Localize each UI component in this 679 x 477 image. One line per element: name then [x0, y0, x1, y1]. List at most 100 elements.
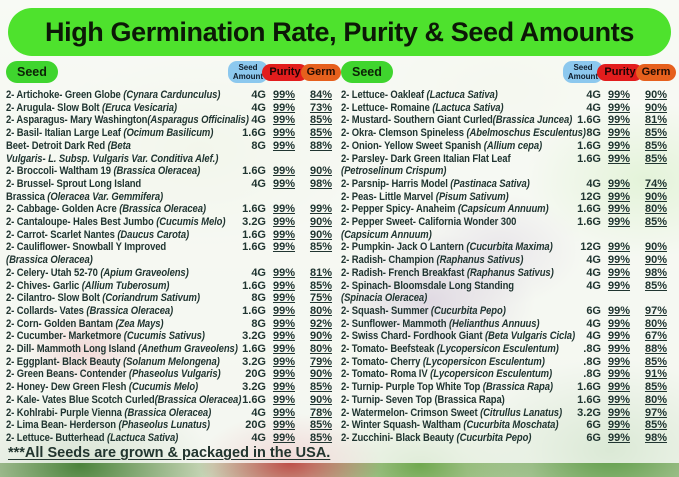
- seed-name: 2- Swiss Chard- Fordhook Giant (Beta Vul…: [341, 330, 575, 343]
- seed-name: 2- Cucumber- Marketmore (Cucumis Sativus…: [6, 330, 234, 343]
- purity-value: 99%: [607, 152, 631, 165]
- seed-amount-header-badge: Seed Amount: [563, 60, 603, 84]
- germ-value: 85%: [644, 419, 668, 432]
- seed-row: 2- Radish- French Breakfast (Raphanus Sa…: [341, 267, 675, 280]
- seed-amount-value: 1.6G: [242, 304, 266, 317]
- seed-name: 2- Artichoke- Green Globe (Cynara Cardun…: [6, 89, 234, 102]
- seed-name: 2- Green Beans- Contender (Phaseolus Vul…: [6, 368, 234, 381]
- purity-value: 99%: [607, 304, 631, 317]
- purity-value: 99%: [607, 127, 631, 140]
- seed-amount-value: 1.6G: [577, 114, 601, 127]
- seed-amount-value: 1.6G: [242, 203, 266, 216]
- purity-value: 99%: [607, 254, 631, 267]
- seed-row: 2- Corn- Golden Bantam (Zea Mays) 8G 99%…: [6, 318, 340, 331]
- seed-row: 2- Sunflower- Mammoth (Helianthus Annuus…: [341, 318, 675, 331]
- purity-value: 99%: [272, 279, 296, 292]
- seed-name: 2- Okra- Clemson Spineless (Abelmoschus …: [341, 127, 586, 140]
- seed-name: 2- Broccoli- Waltham 19 (Brassica Olerac…: [6, 165, 234, 178]
- seed-name-text: 2- Basil- Italian Large Leaf: [6, 127, 124, 140]
- seed-row: 2- Arugula- Slow Bolt (Eruca Vesicaria) …: [6, 102, 340, 115]
- purity-header-cell: Purity: [597, 63, 643, 81]
- purity-value: 99%: [607, 368, 631, 381]
- purity-value: 99%: [607, 216, 631, 229]
- seed-name: 2- Cantaloupe- Hales Best Jumbo (Cucumis…: [6, 216, 234, 229]
- seed-name-text: 2- Cabbage- Golden Acre: [6, 203, 120, 216]
- seed-row: 2- Chives- Garlic (Allium Tuberosum) 1.6…: [6, 280, 340, 293]
- seed-amount-value: .8G: [583, 368, 601, 381]
- purity-value: 99%: [272, 343, 296, 356]
- scientific-name-line2: (Capsicum Annuum): [341, 228, 432, 241]
- purity-value: 99%: [607, 330, 631, 343]
- germ-header-badge: Germ: [300, 63, 342, 81]
- scientific-name: (Beta Vulgaris Cicla): [484, 330, 576, 343]
- germ-value: 85%: [644, 216, 668, 229]
- seed-amount-value: 12G: [580, 190, 601, 203]
- seed-amount-value: 4G: [586, 254, 601, 267]
- germ-value: 90%: [644, 190, 668, 203]
- germ-value: 85%: [309, 241, 333, 254]
- seed-name-text: 2- Dill- Mammoth Long Island: [6, 343, 139, 356]
- seed-row: 2- Basil- Italian Large Leaf (Ocimum Bas…: [6, 127, 340, 140]
- seed-name: 2- Eggplant- Black Beauty (Solanum Melon…: [6, 356, 234, 369]
- purity-value: 99%: [272, 177, 296, 190]
- seed-name: 2- Celery- Utah 52-70 (Apium Graveolens): [6, 267, 234, 280]
- seed-name-text: 2- Asparagus- Mary Washington: [6, 114, 148, 127]
- seed-row: 2- Dill- Mammoth Long Island (Anethum Gr…: [6, 343, 340, 356]
- scientific-name: (Lactuca Sativa): [432, 101, 504, 114]
- seed-name: 2- Spinach- Bloomsdale Long Standing (Sp…: [341, 280, 569, 305]
- seed-row: 2- Pumpkin- Jack O Lantern (Cucurbita Ma…: [341, 241, 675, 254]
- scientific-name: (Raphanus Sativus): [436, 254, 524, 267]
- scientific-name: (Cucurbita Pepo): [456, 431, 532, 444]
- germ-value: 85%: [644, 152, 668, 165]
- seed-amount-value: 1.6G: [577, 139, 601, 152]
- germ-value: 80%: [644, 317, 668, 330]
- seed-row: 2- Tomato- Roma IV (Lycopersicon Esculen…: [341, 368, 675, 381]
- purity-value: 99%: [272, 355, 296, 368]
- scientific-name-line2: (Spinacia Oleracea): [341, 292, 428, 305]
- scientific-name: (Cucumis Sativus): [123, 330, 205, 343]
- purity-value: 99%: [607, 419, 631, 432]
- seed-row: 2- Pepper Sweet- California Wonder 300 (…: [341, 216, 675, 241]
- seed-amount-value: 4G: [586, 177, 601, 190]
- seed-row: 2- Swiss Chard- Fordhook Giant (Beta Vul…: [341, 330, 675, 343]
- seed-row: 2- Lettuce- Romaine (Lactuca Sativa) 4G …: [341, 102, 675, 115]
- scientific-name: (Abelmoschus Esculentus): [466, 127, 586, 140]
- seed-name-text: 2- Winter Squash- Waltham: [341, 419, 464, 432]
- seed-name-text-line2: Brassica: [6, 190, 48, 203]
- purity-value: 99%: [272, 317, 296, 330]
- seed-name: 2- Parsley- Dark Green Italian Flat Leaf…: [341, 153, 569, 178]
- germ-value: 80%: [644, 393, 668, 406]
- seed-rows-right: 2- Lettuce- Oakleaf (Lactuca Sativa) 4G …: [341, 89, 675, 445]
- germ-value: 88%: [644, 343, 668, 356]
- scientific-name-line2: (Oleracea Var. Gemmifera): [47, 190, 164, 203]
- seed-amount-value: 1.6G: [577, 203, 601, 216]
- germ-value: 90%: [644, 254, 668, 267]
- seed-name: 2- Kohlrabi- Purple Vienna (Brassica Ole…: [6, 407, 234, 420]
- germ-value: 85%: [309, 114, 333, 127]
- germ-value: 90%: [309, 165, 333, 178]
- scientific-name: (Ocimum Basilicum): [123, 127, 214, 140]
- seed-name-text: 2- Tomato- Roma IV: [341, 368, 431, 381]
- seed-row: 2- Lettuce- Butterhead (Lactuca Sativa) …: [6, 432, 340, 445]
- seed-row: 2- Broccoli- Waltham 19 (Brassica Olerac…: [6, 165, 340, 178]
- seed-name: 2- Asparagus- Mary Washington(Asparagus …: [6, 114, 249, 127]
- scientific-name: (Allium Tuberosum): [81, 279, 170, 292]
- seed-row: 2- Cilantro- Slow Bolt (Coriandrum Sativ…: [6, 292, 340, 305]
- seed-name-text: 2- Sunflower- Mammoth: [341, 317, 449, 330]
- seed-name: 2- Tomato- Beefsteak (Lycopersicon Escul…: [341, 343, 569, 356]
- seed-name: 2- Collards- Vates (Brassica Oleracea): [6, 305, 234, 318]
- germ-value: 97%: [644, 304, 668, 317]
- seed-row: 2- Tomato- Beefsteak (Lycopersicon Escul…: [341, 343, 675, 356]
- scientific-name: (Allium cepa): [483, 139, 543, 152]
- scientific-name: (Brassica Oleracea): [154, 393, 242, 406]
- seed-name-text: 2- Tomato- Cherry: [341, 355, 423, 368]
- seed-amount-value: 4G: [251, 431, 266, 444]
- seed-name-text: 2- Mustard- Southern Giant Curled: [341, 114, 493, 127]
- seed-name: 2- Zucchini- Black Beauty (Cucurbita Pep…: [341, 432, 569, 445]
- seed-name: 2- Cabbage- Golden Acre (Brassica Olerac…: [6, 203, 234, 216]
- seed-name: 2- Dill- Mammoth Long Island (Anethum Gr…: [6, 343, 238, 356]
- seed-name: 2- Onion- Yellow Sweet Spanish (Allium c…: [341, 140, 569, 153]
- seed-name-text: 2- Lettuce- Oakleaf: [341, 89, 427, 101]
- seed-name-text: 2- Cucumber- Marketmore: [6, 330, 124, 343]
- seed-amount-value: 4G: [251, 114, 266, 127]
